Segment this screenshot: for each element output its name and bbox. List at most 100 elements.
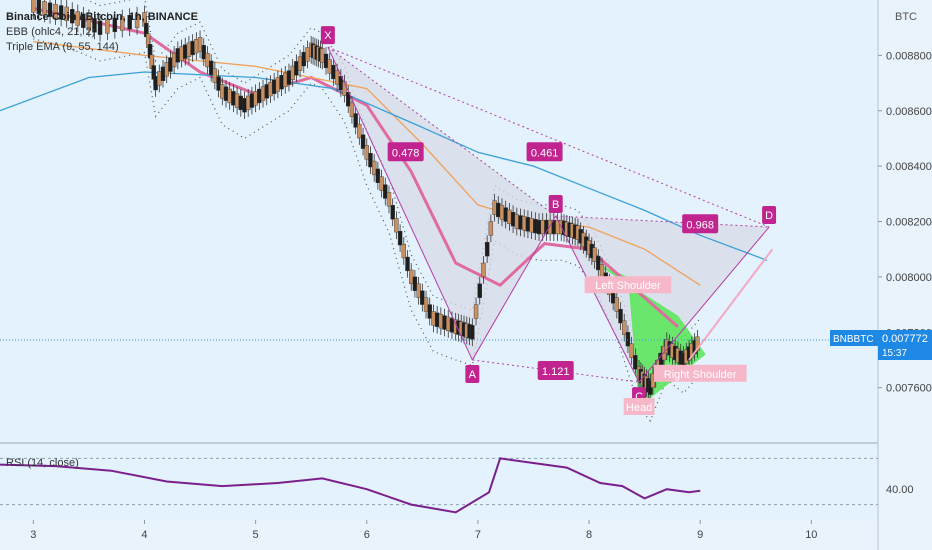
rsi-line xyxy=(0,457,701,514)
candle-body xyxy=(36,0,42,15)
price-tag-countdown: 15:37 xyxy=(882,348,907,359)
candle-body xyxy=(275,77,281,92)
candle-body xyxy=(134,13,140,28)
rsi-tick-label: 40.00 xyxy=(886,484,914,496)
hs-label-box[interactable] xyxy=(653,364,747,382)
ratio-box[interactable] xyxy=(526,142,563,162)
indicator-triple-ema[interactable]: Triple EMA (9, 55, 144) xyxy=(6,41,119,53)
ratio-label: 0.461 xyxy=(531,147,559,159)
price-axis-panel xyxy=(878,0,932,550)
x-tick-label: 3 xyxy=(30,529,36,541)
candle-body xyxy=(390,205,395,220)
candle-body xyxy=(212,68,218,83)
candle-body xyxy=(386,192,392,207)
candle-body xyxy=(522,216,527,231)
candle-body xyxy=(488,221,494,236)
candle-body xyxy=(438,314,444,329)
candle-body xyxy=(31,0,36,13)
ratio-box[interactable] xyxy=(537,361,574,381)
candle-body xyxy=(357,123,362,139)
pattern-point-box[interactable] xyxy=(465,364,480,383)
candle-body xyxy=(294,61,299,76)
candle-body xyxy=(695,336,700,351)
symbol-tag-box xyxy=(830,330,878,347)
leg-ac xyxy=(472,359,640,383)
candle-body xyxy=(249,93,255,108)
candle-body xyxy=(112,17,118,33)
candle-body xyxy=(264,84,269,99)
candle-body xyxy=(97,20,103,35)
candle-body xyxy=(596,255,601,271)
candle-body xyxy=(70,9,75,24)
currency-label: BTC xyxy=(895,11,917,23)
ratio-box[interactable] xyxy=(682,214,719,234)
ratio-box[interactable] xyxy=(387,142,424,162)
candle-body xyxy=(470,325,475,340)
pattern-point-label: D xyxy=(765,210,773,222)
x-tick-label: 4 xyxy=(141,529,147,541)
candle-body xyxy=(220,84,225,99)
candle-body xyxy=(633,355,638,370)
candle-body xyxy=(499,205,505,220)
symbol-title[interactable]: Binance Coin / Bitcoin, 1h, BINANCE xyxy=(6,11,198,23)
pattern-point-label: C xyxy=(635,391,643,403)
pattern-xab-fill xyxy=(327,47,556,360)
candle-body xyxy=(525,217,531,232)
candle-body xyxy=(423,297,429,312)
candle-body xyxy=(168,57,173,72)
pattern-point-box[interactable] xyxy=(548,194,563,213)
hs-label: Head xyxy=(626,402,652,414)
candle-body xyxy=(540,219,545,235)
candle-body xyxy=(353,113,358,128)
candle-body xyxy=(371,160,377,176)
ebb-lower-band xyxy=(33,38,701,423)
price-tag-value: 0.007772 xyxy=(882,333,928,345)
hs-label-box[interactable] xyxy=(584,276,672,294)
candle-body xyxy=(234,93,240,108)
pattern-bcd-fill xyxy=(555,216,770,383)
symbol-tag-text: BNBBTC xyxy=(833,334,874,345)
x-tick-label: 5 xyxy=(253,529,259,541)
candle-body xyxy=(75,11,80,26)
candle-body xyxy=(592,247,597,262)
candle-body xyxy=(208,60,214,75)
y-tick-label: 0.008200 xyxy=(886,217,932,229)
pattern-point-box[interactable] xyxy=(320,26,335,45)
candle-body xyxy=(484,242,490,257)
candle-body xyxy=(127,15,132,30)
hs-label: Left Shoulder xyxy=(595,280,661,292)
x-tick-label: 9 xyxy=(697,529,703,541)
x-tick-label: 8 xyxy=(586,529,592,541)
candle-body xyxy=(383,184,388,199)
candle-body xyxy=(53,3,58,19)
y-tick-label: 0.008000 xyxy=(886,272,932,284)
ebb-upper-band xyxy=(85,0,701,367)
leg-xa xyxy=(327,46,473,361)
candle-body xyxy=(492,200,497,215)
candle-body xyxy=(205,52,210,68)
leg-cd xyxy=(638,226,770,383)
candle-body xyxy=(320,48,325,63)
candle-body xyxy=(412,276,418,291)
pattern-point-box[interactable] xyxy=(762,206,777,225)
candle-body xyxy=(434,312,440,327)
candle-body xyxy=(629,343,634,358)
ratio-label: 1.121 xyxy=(542,366,570,378)
candle-body xyxy=(197,37,203,52)
hs-label-box[interactable] xyxy=(623,398,655,416)
indicator-ebb[interactable]: EBB (ohlc4, 21, 2) xyxy=(6,26,96,38)
candle-body xyxy=(242,98,247,113)
time-axis-panel xyxy=(0,520,878,550)
candle-body xyxy=(420,290,425,305)
y-tick-label: 0.008600 xyxy=(886,106,932,118)
leg-xb xyxy=(327,46,556,217)
candle-body xyxy=(42,1,47,16)
candle-body xyxy=(92,18,97,33)
candle-body xyxy=(120,16,125,31)
candle-body xyxy=(157,71,162,86)
candle-body xyxy=(201,45,206,60)
candle-body xyxy=(533,218,538,234)
candle-body xyxy=(375,168,381,183)
